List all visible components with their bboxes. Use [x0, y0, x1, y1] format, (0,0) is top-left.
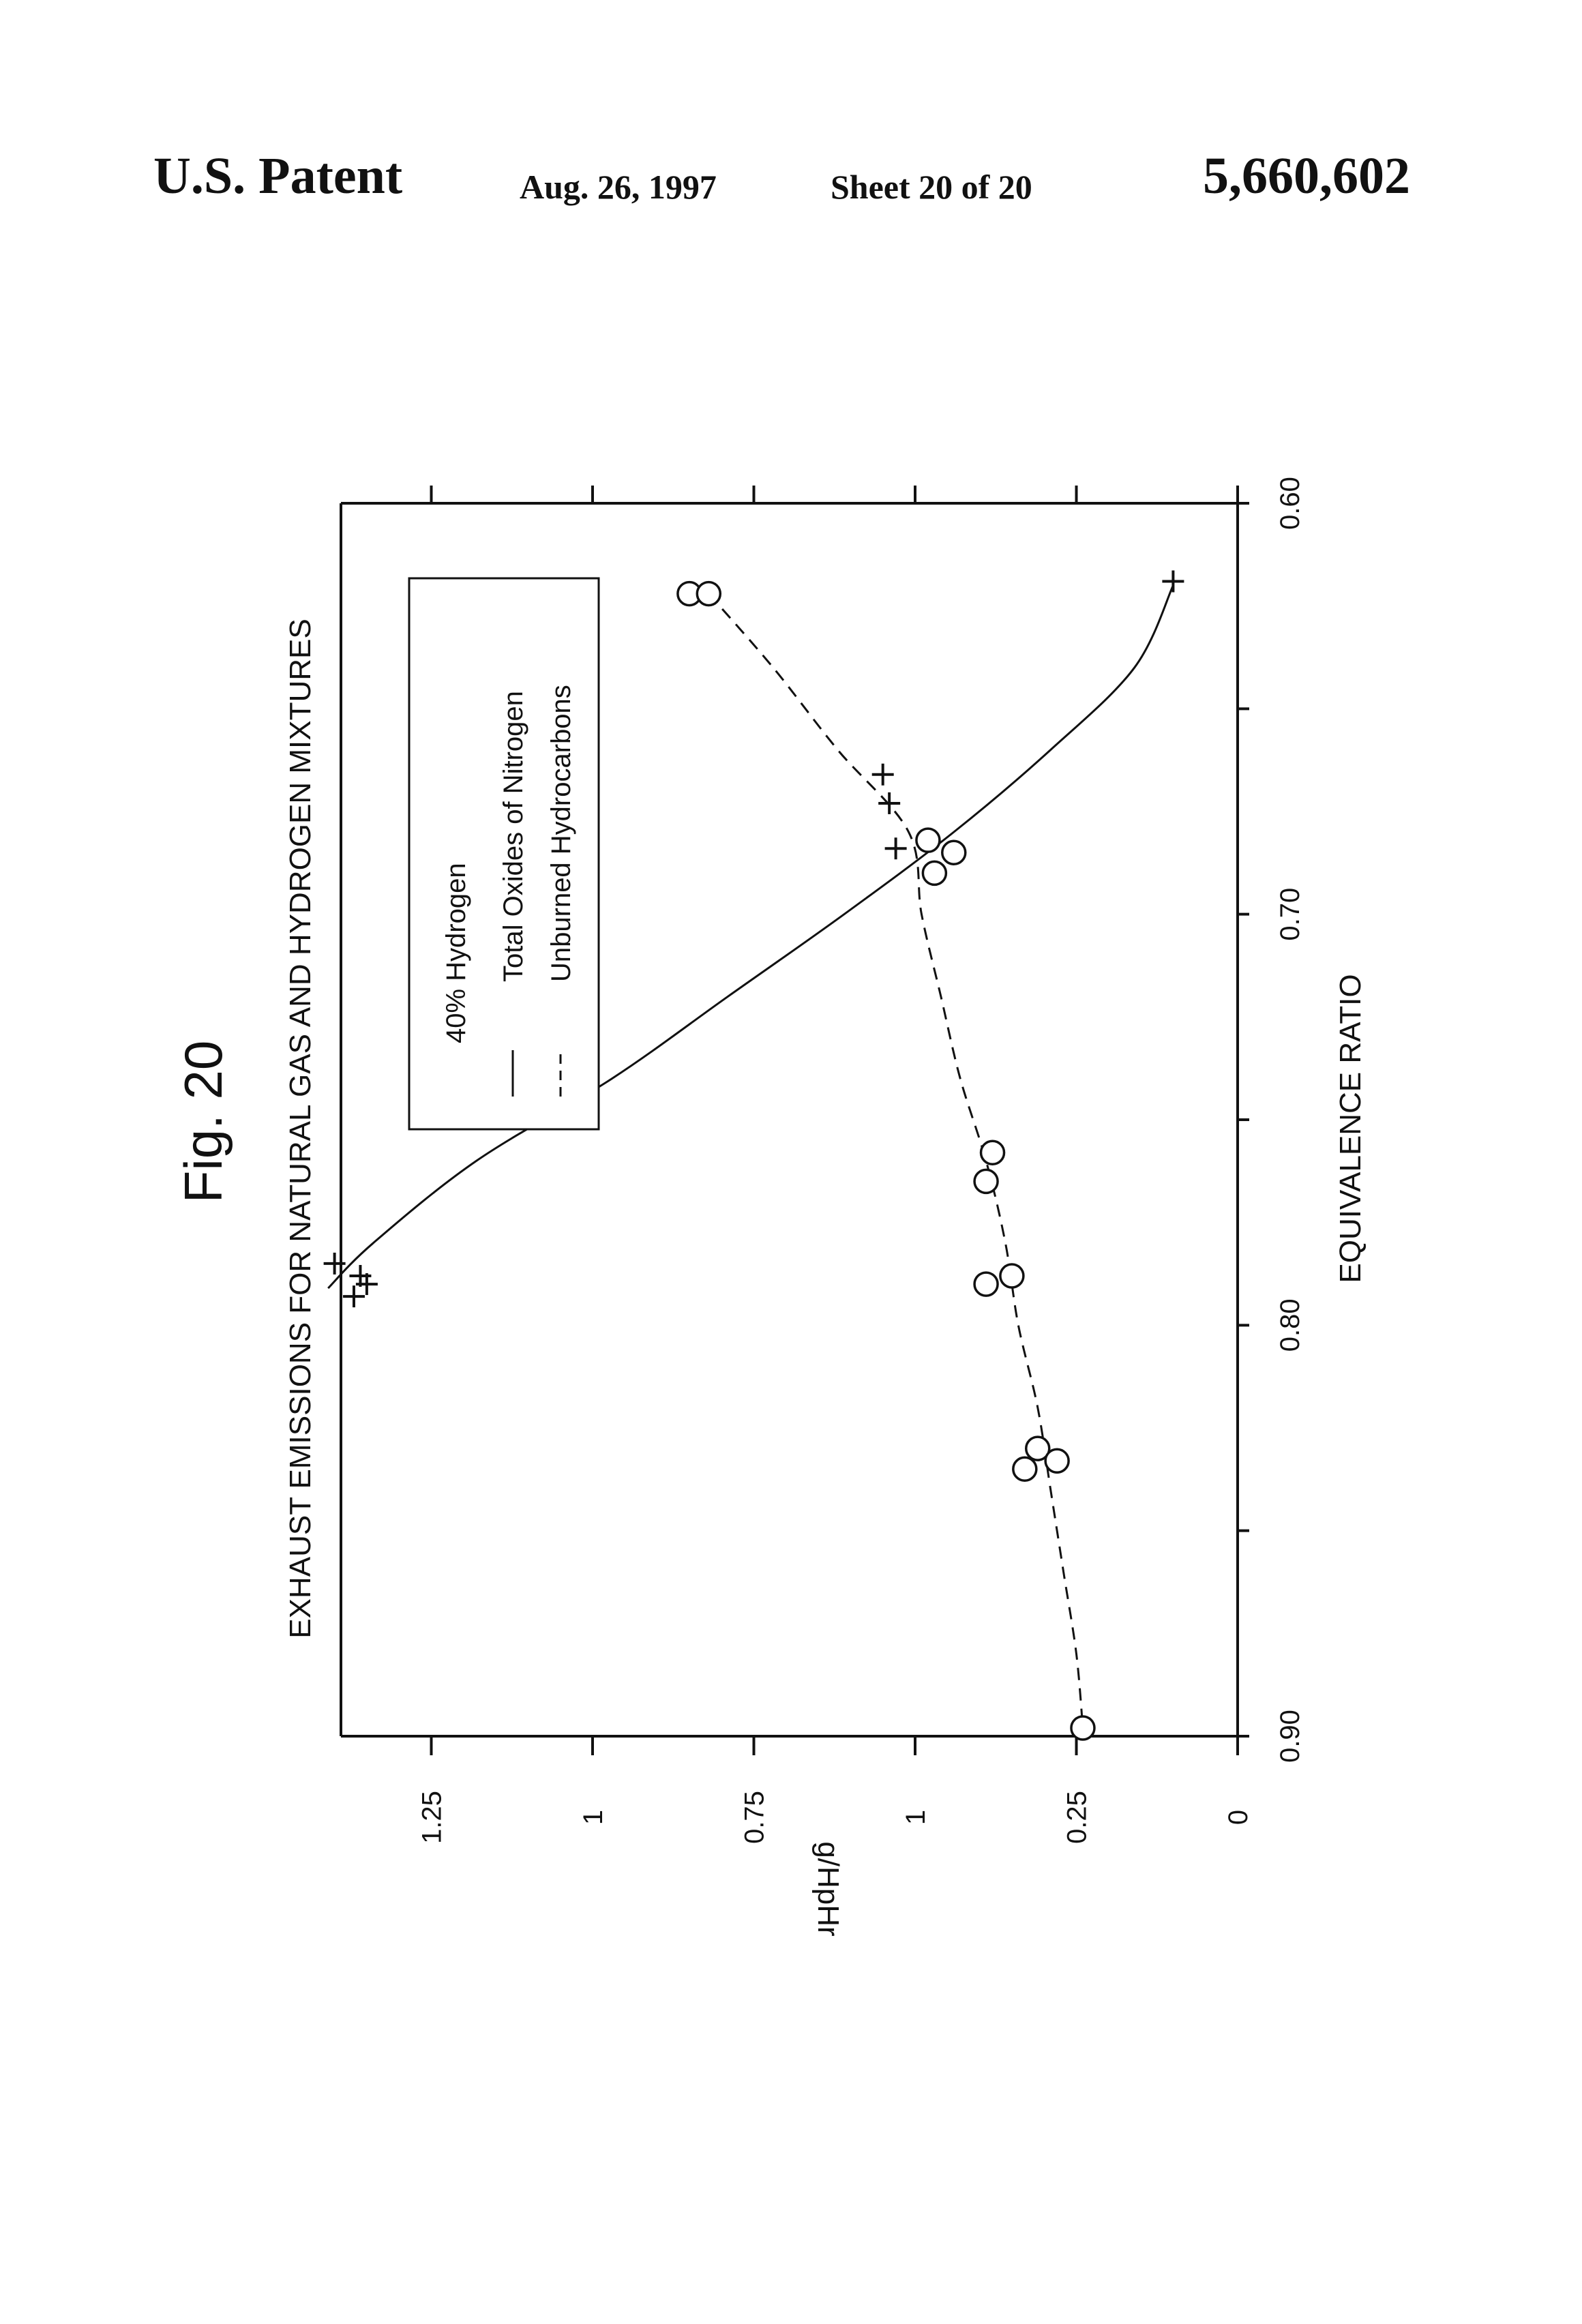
hc-circle-marker [1071, 1716, 1094, 1740]
hc-circle-marker [923, 861, 946, 884]
x-tick-label: 0.80 [1275, 1298, 1305, 1352]
legend-title: 40% Hydrogen [441, 863, 471, 1043]
hc-circle-marker [942, 841, 966, 864]
x-tick-label: 0.90 [1275, 1710, 1305, 1763]
y-tick-label: 0.25 [1062, 1791, 1092, 1844]
figure-label: Fig. 20 [173, 1041, 233, 1203]
hc-circle-marker [1000, 1264, 1024, 1287]
legend-entry-nox: Total Oxides of Nitrogen [498, 691, 528, 982]
hc-circle-marker [974, 1170, 998, 1193]
y-tick-label: 1.25 [417, 1791, 447, 1844]
y-tick-label: 1 [578, 1810, 608, 1825]
hc-circle-marker [1013, 1457, 1036, 1480]
x-axis-label: EQUIVALENCE RATIO [1334, 974, 1367, 1283]
hc-circle-marker [916, 829, 940, 852]
y-tick-label: 1 [901, 1810, 931, 1825]
hc-fit-curve [708, 594, 1083, 1728]
chart-title: EXHAUST EMISSIONS FOR NATURAL GAS AND HY… [284, 619, 317, 1638]
y-axis-label: g/HpHr [811, 1841, 845, 1936]
nox-plus-marker [885, 837, 907, 859]
hc-circle-marker [981, 1141, 1004, 1164]
x-ticks: 0.60 0.70 0.80 0.90 [1238, 477, 1305, 1763]
hc-circle-marker [1045, 1449, 1069, 1472]
legend: 40% Hydrogen Total Oxides of Nitrogen Un… [409, 578, 599, 1129]
nox-plus-marker [872, 764, 894, 786]
hc-circle-marker [697, 582, 720, 606]
y-tick-label: 0.75 [740, 1791, 770, 1844]
legend-entry-hc: Unburned Hydrocarbons [546, 685, 576, 982]
nox-plus-marker [343, 1285, 365, 1307]
y-tick-label: 0 [1223, 1810, 1253, 1825]
hc-circle-marker [974, 1272, 998, 1296]
x-tick-label: 0.70 [1275, 888, 1305, 941]
x-tick-label: 0.60 [1275, 477, 1305, 530]
nox-plus-marker [1162, 571, 1184, 593]
